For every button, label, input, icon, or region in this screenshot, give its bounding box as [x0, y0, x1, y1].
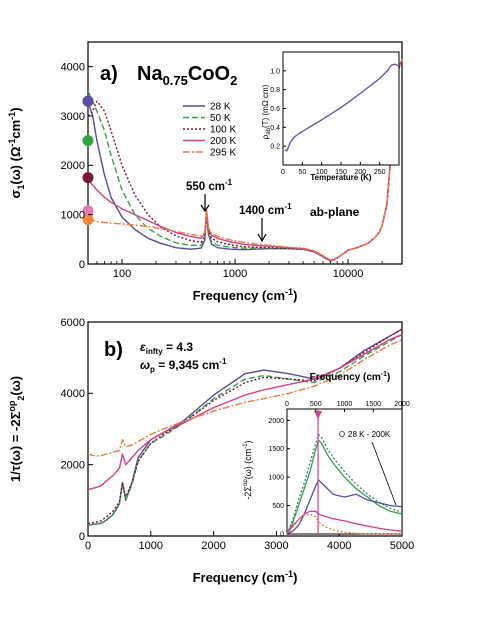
inset-a-x-tick-label: 100 [316, 169, 328, 176]
panel-b-series-line-295k [87, 339, 403, 457]
inset-a-x-tick-label: 200 [354, 169, 366, 176]
inset-a-x-tick-label: 50 [298, 169, 306, 176]
peak-550-label: 550 cm-1 [186, 178, 233, 193]
dc-conductivity-point [82, 205, 94, 217]
inset-a-x-tick-label: 150 [335, 169, 347, 176]
inset-b-legend-marker [339, 431, 345, 437]
panel-a-y-tick-label: 1000 [61, 210, 85, 222]
panel-b-x-tick-label: 5000 [390, 540, 414, 552]
panel-b-x-tick-label: 3000 [264, 540, 288, 552]
dc-conductivity-point [82, 135, 94, 147]
panel-a-x-tick-label: 1000 [223, 268, 247, 280]
panel-b-series-line-100k [87, 328, 403, 525]
inset-a-y-tick-label: 1.0 [270, 68, 280, 75]
omega-p-label: ωp = 9,345 cm-1 [140, 357, 227, 374]
inset-a-x-label: Temperature (K) [310, 173, 372, 182]
panel-a-frame [87, 41, 403, 265]
panel-b-x-ticks: 0 1000 2000 3000 4000 5000 [85, 531, 414, 552]
inset-a-y-tick-label: 0.4 [270, 125, 280, 132]
inset-b-phonon-marker-arrow [314, 411, 323, 419]
inset-b-series-line-3 [286, 510, 403, 535]
inset-a: 0 50 100 150 200 250 0.2 0.4 0.6 0.8 1.0 Temperat… [261, 51, 400, 182]
inset-a-x-tick-label: 0 [281, 169, 285, 176]
inset-b-legend: 28 K - 200K [348, 430, 391, 439]
dc-conductivity-point [82, 172, 94, 184]
panel-a-y-tick-label: 0 [79, 259, 85, 271]
panel-b-x-tick-label: 1000 [139, 540, 163, 552]
panel-b-series [87, 328, 403, 526]
inset-b-x-tick-label: 1500 [365, 401, 381, 408]
inset-a-frame [282, 51, 400, 166]
dc-conductivity-point [82, 95, 94, 107]
panel-a-y-tick-label: 2000 [61, 160, 85, 172]
panel-b-y-label: 1/τ(ω) = -2Σop2(ω) [7, 376, 26, 482]
panel-b-x-tick-label: 0 [85, 540, 91, 552]
inset-b-series-line-2 [286, 479, 403, 535]
legend-a-label: 100 K [210, 125, 236, 136]
panel-b-series-line-200k [87, 333, 403, 491]
panel-b-x-label: Frequency (cm-1) [193, 569, 298, 585]
inset-b: 0 500 1000 1500 2000 0 500 1000 1500 2000 Freque… [243, 371, 410, 538]
panel-b-y-ticks: 0 2000 4000 6000 [61, 317, 93, 543]
inset-b-legend-pointer [371, 441, 397, 506]
panel-a-x-ticks: 100 1000 10000 [87, 259, 403, 280]
inset-b-y-label: -2Σop(ω) (cm-1) [243, 440, 253, 499]
legend-a-label: 50 K [210, 113, 231, 124]
ab-plane-label: ab-plane [310, 205, 360, 219]
inset-a-y-tick-label: 0.6 [270, 106, 280, 113]
panel-a-y-tick-label: 4000 [61, 62, 85, 74]
dc-conductivity-point [82, 214, 94, 226]
panel-b-y-tick-label: 2000 [61, 460, 85, 472]
inset-a-x-tick-label: 250 [374, 169, 386, 176]
inset-b-y-tick-label: 500 [272, 503, 284, 510]
panel-a-y-label: σ1(ω) (Ω-1cm-1) [7, 107, 26, 198]
peak-1400-arrow [257, 218, 267, 243]
inset-a-y-tick-label: 0.8 [270, 87, 280, 94]
inset-b-x-tick-label: 1000 [337, 401, 353, 408]
peak-550-arrow [200, 194, 210, 213]
inset-b-x-tick-label: 0 [285, 401, 289, 408]
inset-b-y-tick-label: 1000 [268, 475, 284, 482]
panel-a-y-ticks: 0 1000 2000 3000 4000 [61, 62, 93, 271]
eps-infty-label: εinfty = 4.3 [140, 340, 193, 356]
panel-a-series-line-295k [87, 59, 403, 261]
panel-b-y-tick-label: 6000 [61, 317, 85, 329]
panel-b-x-tick-label: 2000 [201, 540, 225, 552]
panel-a-series-line-100k [87, 59, 403, 262]
panel-a-dc-points [82, 95, 94, 226]
legend-a-label: 200 K [210, 136, 236, 147]
inset-b-y-tick-label: 2000 [268, 418, 284, 425]
inset-b-y-tick-label: 0 [280, 531, 284, 538]
inset-b-series-line-4 [286, 513, 402, 535]
inset-a-series-line-0 [284, 63, 400, 152]
inset-b-series-line-1 [286, 433, 403, 535]
panel-a-label: a) [100, 63, 118, 85]
formula-label: Na0.75CoO2 [137, 63, 237, 88]
panel-b-label: b) [104, 339, 123, 361]
panel-b-y-tick-label: 4000 [61, 388, 85, 400]
panel-a-series [87, 59, 403, 262]
legend-a-label: 295 K [210, 148, 236, 159]
inset-b-x-label: Frequency (cm-1) [310, 371, 391, 383]
panel-b-y-tick-label: 0 [79, 531, 85, 543]
panel-a-x-tick-label: 10000 [333, 268, 364, 280]
inset-b-x-tick-label: 500 [310, 401, 322, 408]
inset-b-x-tick-label: 2000 [394, 401, 410, 408]
legend-a-label: 28 K [210, 102, 231, 113]
peak-1400-label: 1400 cm-1 [239, 202, 292, 217]
inset-a-y-tick-label: 0.2 [270, 144, 280, 151]
inset-b-y-tick-label: 1500 [268, 446, 284, 453]
inset-a-y-label: ρab(T) (mΩ cm) [261, 84, 272, 139]
panel-a-y-tick-label: 3000 [61, 111, 85, 123]
panel-b-x-tick-label: 4000 [327, 540, 351, 552]
panel-a-x-label: Frequency (cm-1) [193, 287, 298, 303]
panel-a-x-tick-label: 100 [113, 268, 131, 280]
panel-a-series-line-200k [87, 59, 403, 262]
